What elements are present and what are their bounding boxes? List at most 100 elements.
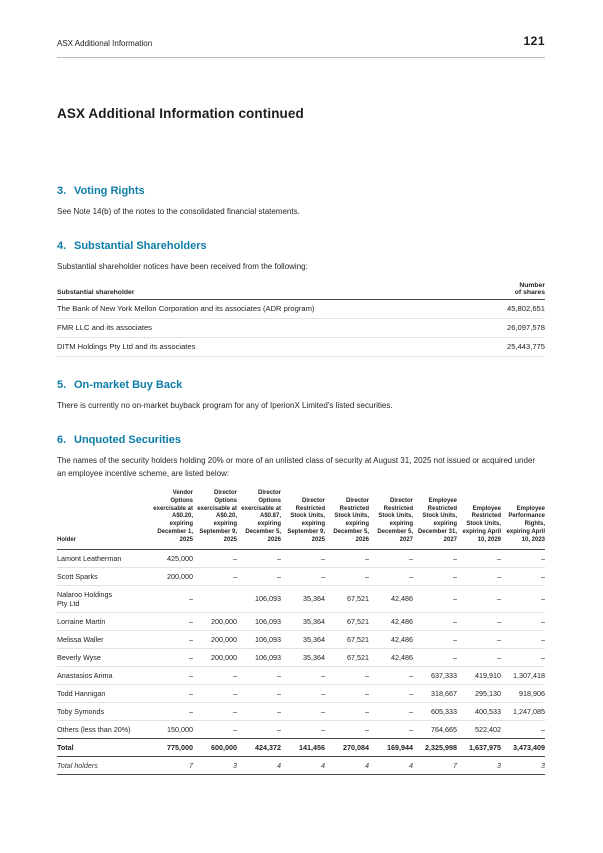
cell: – xyxy=(281,702,325,721)
table-row: Others (less than 20%) 150,000 – – – – –… xyxy=(57,720,545,739)
total-holders-cell: 4 xyxy=(237,756,281,775)
holder-name: Anastasios Arima xyxy=(57,666,149,685)
cell: – xyxy=(193,720,237,739)
holder-name: Toby Symonds xyxy=(57,702,149,721)
cell: 200,000 xyxy=(149,567,193,586)
total-holders-label: Total holders xyxy=(57,756,149,775)
section-number: 4. xyxy=(57,240,67,253)
table-row: Melissa Waller – 200,000 106,093 35,364 … xyxy=(57,630,545,649)
cell: – xyxy=(237,720,281,739)
section-buyback: 5. On-market Buy Back There is currently… xyxy=(57,379,545,412)
cell: 918,906 xyxy=(501,684,545,703)
cell: – xyxy=(501,612,545,631)
cell: 106,093 xyxy=(237,648,281,667)
cell: – xyxy=(325,720,369,739)
cell: 150,000 xyxy=(149,720,193,739)
shareholder-shares: 45,802,651 xyxy=(482,299,545,319)
cell: 764,665 xyxy=(413,720,457,739)
cell: 42,486 xyxy=(369,648,413,667)
cell: 106,093 xyxy=(237,612,281,631)
unquoted-securities-table: Holder Vendor Options exercisable at A$0… xyxy=(57,489,545,775)
cell: 67,521 xyxy=(325,585,369,613)
total-holders-cell: 7 xyxy=(413,756,457,775)
total-label: Total xyxy=(57,738,149,757)
shareholder-name: DITM Holdings Pty Ltd and its associates xyxy=(57,337,483,357)
column-header: Director Options exercisable at A$0.20, … xyxy=(193,489,237,550)
section-voting-rights: 3. Voting Rights See Note 14(b) of the n… xyxy=(57,185,545,218)
cell: – xyxy=(501,648,545,667)
cell: 67,521 xyxy=(325,630,369,649)
cell: – xyxy=(457,549,501,568)
holder-name: Others (less than 20%) xyxy=(57,720,149,739)
cell: 605,333 xyxy=(413,702,457,721)
cell xyxy=(193,585,237,613)
cell: – xyxy=(501,720,545,739)
cell: – xyxy=(369,702,413,721)
total-holders-row: Total holders 7 3 4 4 4 4 7 3 3 xyxy=(57,756,545,775)
cell: – xyxy=(501,630,545,649)
body-text: The names of the security holders holdin… xyxy=(57,456,536,478)
total-cell: 169,944 xyxy=(369,738,413,757)
holder-name: Lorraine Martin xyxy=(57,612,149,631)
cell: – xyxy=(149,630,193,649)
section-heading-unquoted: 6. Unquoted Securities xyxy=(57,434,545,446)
holder-name: Lamont Leatherman xyxy=(57,549,149,568)
cell: 200,000 xyxy=(193,648,237,667)
cell: – xyxy=(281,720,325,739)
column-header: Director Restricted Stock Units, expirin… xyxy=(325,489,369,550)
cell: – xyxy=(369,567,413,586)
total-holders-cell: 3 xyxy=(501,756,545,775)
cell: – xyxy=(281,666,325,685)
section-number: 5. xyxy=(57,378,67,391)
cell: – xyxy=(325,567,369,586)
holder-name: Nalaroo Holdings Pty Ltd xyxy=(57,585,149,613)
holder-name: Scott Sparks xyxy=(57,567,149,586)
body-text: See Note 14(b) of the notes to the conso… xyxy=(57,207,300,216)
shareholder-name: The Bank of New York Mellon Corporation … xyxy=(57,299,483,319)
cell: – xyxy=(149,684,193,703)
cell: – xyxy=(501,567,545,586)
total-cell: 3,473,409 xyxy=(501,738,545,757)
cell: – xyxy=(457,630,501,649)
table-row: Toby Symonds – – – – – – 605,333 400,533… xyxy=(57,702,545,721)
cell: 35,364 xyxy=(281,585,325,613)
table-row: Lorraine Martin – 200,000 106,093 35,364… xyxy=(57,612,545,631)
table-row: FMR LLC and its associates 26,097,578 xyxy=(57,318,545,338)
shareholder-shares: 26,097,578 xyxy=(482,318,545,338)
cell: – xyxy=(149,648,193,667)
cell: – xyxy=(193,549,237,568)
cell: 35,364 xyxy=(281,612,325,631)
column-header: Director Restricted Stock Units, expirin… xyxy=(369,489,413,550)
section-title-text: On-market Buy Back xyxy=(74,378,183,391)
cell: 425,000 xyxy=(149,549,193,568)
section-heading-voting: 3. Voting Rights xyxy=(57,185,545,197)
table-row: Scott Sparks 200,000 – – – – – – – – xyxy=(57,567,545,586)
cell: – xyxy=(369,666,413,685)
cell: – xyxy=(237,702,281,721)
cell: – xyxy=(501,549,545,568)
table-header-row: Substantial shareholder Number of shares xyxy=(57,281,545,300)
column-header: Employee Restricted Stock Units, expirin… xyxy=(457,489,501,550)
cell: 522,402 xyxy=(457,720,501,739)
cell: – xyxy=(237,549,281,568)
cell: – xyxy=(149,702,193,721)
shareholder-name: FMR LLC and its associates xyxy=(57,318,483,338)
total-cell: 775,000 xyxy=(149,738,193,757)
cell: – xyxy=(281,567,325,586)
cell: – xyxy=(193,666,237,685)
cell: 400,533 xyxy=(457,702,501,721)
cell: 318,667 xyxy=(413,684,457,703)
cell: – xyxy=(193,684,237,703)
body-text: Substantial shareholder notices have bee… xyxy=(57,262,308,272)
cell: – xyxy=(413,612,457,631)
cell: 42,486 xyxy=(369,630,413,649)
cell: – xyxy=(369,684,413,703)
cell: 35,364 xyxy=(281,648,325,667)
total-holders-cell: 4 xyxy=(281,756,325,775)
holder-name: Melissa Waller xyxy=(57,630,149,649)
total-cell: 270,084 xyxy=(325,738,369,757)
section-heading-substantial: 4. Substantial Shareholders xyxy=(57,240,545,252)
cell: 106,093 xyxy=(237,630,281,649)
section-substantial-shareholders: 4. Substantial Shareholders Substantial … xyxy=(57,240,545,357)
